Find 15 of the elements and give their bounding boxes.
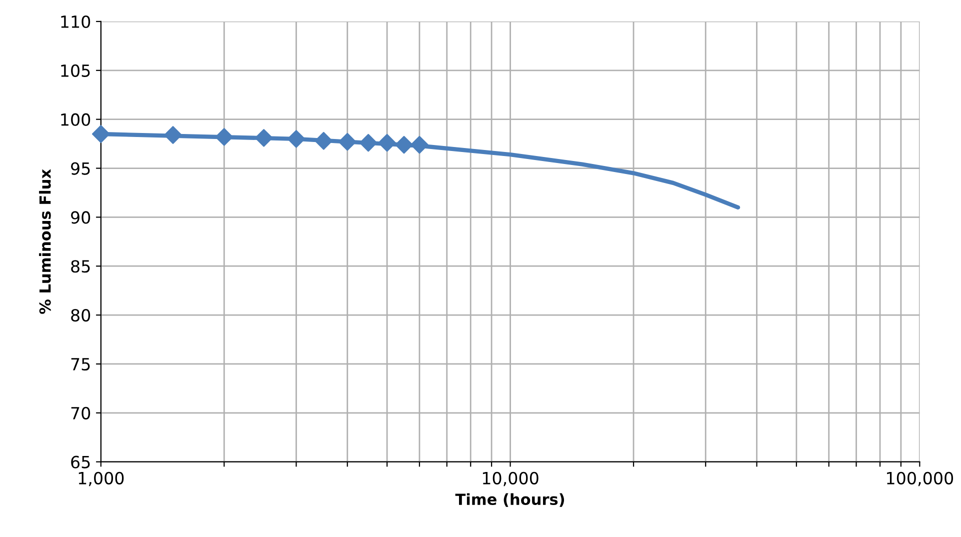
y-axis-title: % Luminous Flux xyxy=(39,169,51,314)
y-tick-label: 85 xyxy=(71,260,90,273)
y-tick-label: 65 xyxy=(71,456,90,468)
x-axis-title: Time (hours) xyxy=(455,493,564,507)
y-tick-label: 90 xyxy=(71,211,90,224)
y-tick-label: 75 xyxy=(71,358,90,371)
x-tick-label: 1,000 xyxy=(78,472,124,486)
x-tick-label: 100,000 xyxy=(887,472,954,486)
y-tick-label: 70 xyxy=(71,406,90,420)
y-tick-label: 100 xyxy=(61,113,90,126)
y-tick-label: 105 xyxy=(61,64,90,77)
x-tick-label: 10,000 xyxy=(482,472,538,486)
y-tick-label: 95 xyxy=(71,162,90,175)
y-tick-label: 80 xyxy=(71,309,90,322)
y-tick-label: 110 xyxy=(61,15,90,28)
